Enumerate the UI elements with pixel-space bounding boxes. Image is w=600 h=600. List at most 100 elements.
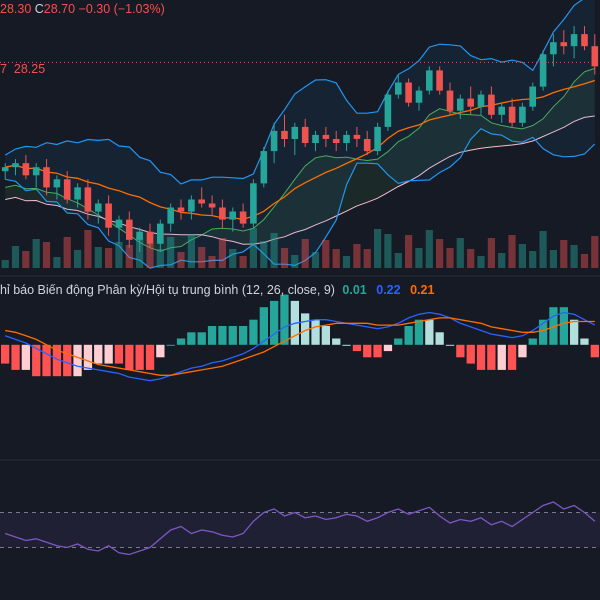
volume-bar — [425, 230, 433, 268]
volume-bar — [74, 250, 82, 268]
volume-bar — [63, 237, 71, 268]
volume-bar — [218, 238, 226, 268]
macd-histogram-bar — [218, 326, 227, 345]
moving-average — [5, 79, 595, 220]
volume-bar — [322, 240, 330, 268]
macd-histogram-bar — [259, 307, 268, 345]
candle-body — [167, 207, 174, 224]
candle-body — [63, 179, 71, 200]
volume-bar — [11, 246, 20, 268]
signal-line — [5, 317, 595, 376]
candle-body — [301, 126, 309, 143]
volume-bar — [136, 237, 144, 268]
macd-histogram-bar — [114, 344, 124, 364]
candle-body — [405, 82, 412, 103]
macd-histogram-bar — [373, 344, 382, 358]
macd-histogram-bar — [104, 344, 113, 364]
macd-histogram-bar — [570, 319, 579, 345]
volume-bar — [539, 231, 547, 268]
macd-line — [4, 311, 596, 382]
volume-bar — [487, 238, 495, 268]
rsi-line — [4, 501, 596, 556]
rsi-band — [0, 512, 600, 548]
macd-histogram-bar — [63, 344, 72, 377]
price-fragment: 7 — [0, 62, 7, 76]
candle-body — [219, 207, 226, 220]
macd-histogram-bar — [11, 344, 20, 370]
macd-histogram-bar — [21, 344, 30, 370]
macd-histogram-bar — [404, 326, 413, 345]
histogram-value: 0.21 — [410, 283, 435, 297]
candle-body — [446, 90, 454, 111]
volume-bar — [208, 256, 216, 268]
candle-body — [188, 199, 195, 212]
candle-body — [270, 130, 278, 152]
candle-body — [539, 54, 547, 87]
candle-body — [436, 70, 443, 91]
macd-histogram-bar — [135, 344, 144, 370]
volume-bar — [125, 245, 133, 268]
volume-bar — [394, 253, 402, 268]
macd-histogram-bar — [166, 344, 175, 346]
macd-histogram-bar — [559, 307, 568, 345]
change-value: −0.30 (−1.03%) — [78, 2, 165, 16]
volume-bar — [456, 238, 464, 268]
candle-body — [281, 130, 288, 139]
macd-histogram-bar — [176, 338, 186, 345]
close-value: 28.70 — [43, 2, 76, 16]
macd-histogram-bar — [507, 344, 517, 370]
candle-body — [260, 151, 268, 184]
close-label: C — [34, 2, 44, 16]
candle-body — [208, 203, 216, 208]
volume-bar — [42, 242, 51, 268]
macd-histogram-bar — [487, 344, 496, 370]
candle-body — [467, 98, 474, 107]
volume-bar — [311, 252, 320, 268]
candle-body — [43, 167, 50, 188]
volume-bar — [518, 244, 526, 268]
candle-body — [22, 163, 30, 176]
volume-bar — [187, 234, 195, 268]
volume-bar — [94, 247, 102, 268]
macd-histogram-bar — [342, 344, 351, 346]
volume-bar — [529, 251, 537, 268]
volume-bar — [591, 236, 599, 268]
macd-histogram-bar — [187, 332, 196, 345]
candle-body — [508, 106, 516, 123]
bollinger-upper — [4, 0, 583, 185]
volume-bar — [229, 249, 237, 268]
volume-bar — [260, 241, 268, 268]
macd-histogram-bar — [476, 344, 486, 370]
macd-histogram-bar — [197, 332, 206, 345]
macd-histogram-bar — [239, 326, 248, 345]
volume-bar — [115, 242, 123, 268]
candle-body — [115, 219, 123, 228]
candle-body — [591, 46, 599, 67]
candle-body — [488, 94, 495, 115]
macd-histogram-bar — [145, 344, 155, 370]
macd-histogram-bar — [518, 344, 527, 358]
candle-body — [519, 106, 526, 123]
macd-histogram-bar — [425, 319, 434, 345]
macd-legend[interactable]: hỉ báo Biến động Phân kỳ/Hội tụ trung bì… — [0, 283, 434, 297]
candle-body — [415, 90, 423, 103]
candle-body — [477, 94, 485, 107]
candle-body — [550, 42, 557, 55]
macd-histogram-bar — [363, 344, 372, 358]
candle-body — [1, 167, 9, 172]
volume-bar — [22, 251, 30, 268]
macd-histogram-bar — [311, 319, 320, 345]
volume-bar — [167, 237, 175, 268]
volume-bar — [53, 257, 61, 268]
volume-bar — [580, 254, 589, 268]
candle-body — [105, 203, 112, 228]
volume-bar — [332, 249, 340, 268]
candle-body — [198, 199, 205, 204]
macd-histogram-bar — [580, 338, 589, 345]
volume-bar — [384, 234, 392, 268]
volume-bar — [84, 230, 92, 268]
volume-bar — [436, 239, 444, 268]
bollinger-fill — [5, 0, 595, 269]
macd-histogram-bar — [94, 344, 103, 364]
